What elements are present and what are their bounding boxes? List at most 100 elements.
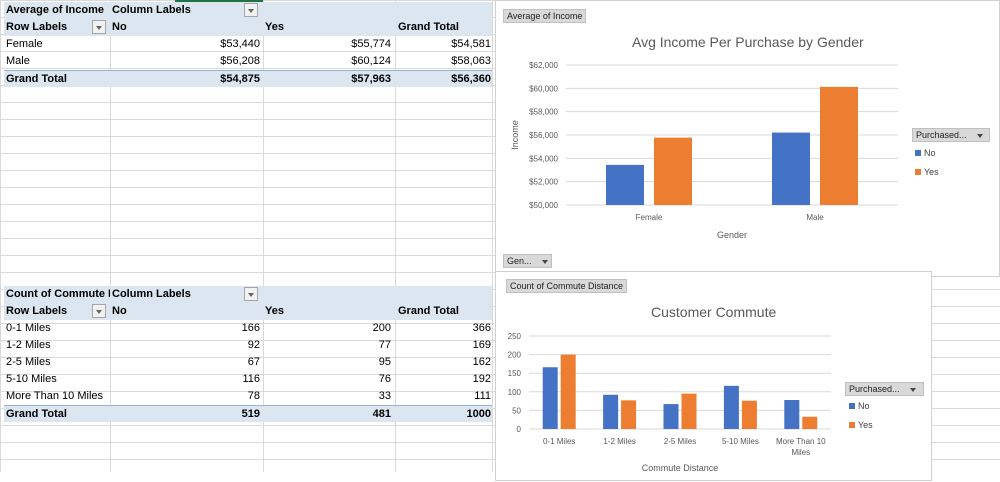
- column-divider: [110, 0, 111, 472]
- cell[interactable]: 1000: [466, 408, 491, 420]
- column-header: Yes: [265, 305, 284, 317]
- x-axis-title: Gender: [717, 230, 747, 240]
- cell[interactable]: 162: [472, 356, 491, 368]
- column-filter-dropdown[interactable]: [244, 3, 258, 17]
- row-label[interactable]: More Than 10 Miles: [6, 390, 104, 402]
- legend-filter-button[interactable]: Purchased...: [912, 128, 990, 142]
- column-divider: [492, 0, 493, 472]
- axis-field-button[interactable]: Gen...: [503, 254, 552, 268]
- chart-title[interactable]: Avg Income Per Purchase by Gender: [632, 34, 864, 50]
- cell[interactable]: 166: [241, 322, 260, 334]
- x-tick-label: More Than 10 Miles: [776, 437, 826, 457]
- table-row: Male $56,208 $60,124 $58,063: [4, 53, 492, 70]
- chevron-down-icon: [909, 387, 916, 392]
- y-axis-title: Income: [510, 120, 520, 150]
- column-labels-header[interactable]: Column Labels: [112, 4, 191, 16]
- cell[interactable]: 111: [474, 390, 491, 402]
- row-label[interactable]: 5-10 Miles: [6, 373, 57, 385]
- y-tick-label: 50: [512, 406, 521, 415]
- cell[interactable]: 33: [378, 390, 391, 402]
- value-field-button[interactable]: Average of Income: [503, 9, 587, 23]
- y-tick-label: $58,000: [529, 108, 558, 117]
- pivot-value-field[interactable]: Count of Commute Distance: [6, 288, 110, 300]
- cell[interactable]: 200: [372, 322, 391, 334]
- cell[interactable]: 95: [378, 356, 391, 368]
- cell[interactable]: $60,124: [351, 55, 391, 67]
- cell[interactable]: $58,063: [451, 55, 491, 67]
- table-row: More Than 10 Miles 78 33 111: [4, 388, 492, 405]
- row-label[interactable]: 0-1 Miles: [6, 322, 51, 334]
- x-tick-label: 2-5 Miles: [664, 437, 696, 446]
- cell[interactable]: 519: [241, 408, 260, 420]
- cell[interactable]: $57,963: [351, 73, 391, 85]
- row-label[interactable]: Grand Total: [6, 73, 67, 85]
- row-sort-dropdown[interactable]: [92, 304, 106, 318]
- table-row: 5-10 Miles 116 76 192: [4, 371, 492, 388]
- cell[interactable]: $54,581: [451, 38, 491, 50]
- legend-title: Purchased...: [849, 384, 900, 394]
- value-field-button[interactable]: Count of Commute Distance: [506, 279, 628, 293]
- y-tick-label: $56,000: [529, 131, 558, 140]
- cell[interactable]: 67: [247, 356, 260, 368]
- cell[interactable]: 481: [372, 408, 391, 420]
- pivot-columns-row: Row Labels No Yes Grand Total: [4, 303, 492, 320]
- legend-swatch: [915, 150, 921, 156]
- legend-swatch: [849, 422, 855, 428]
- cell[interactable]: 192: [472, 373, 491, 385]
- income-chart[interactable]: Average of Income Avg Income Per Purchas…: [495, 0, 1000, 277]
- bar-no: [784, 399, 800, 429]
- legend-swatch: [849, 403, 855, 409]
- y-tick-label: 250: [508, 332, 522, 341]
- row-label[interactable]: Grand Total: [6, 408, 67, 420]
- row-labels-header[interactable]: Row Labels: [6, 305, 68, 317]
- cell[interactable]: 78: [247, 390, 260, 402]
- cell[interactable]: $56,360: [451, 73, 491, 85]
- cell[interactable]: $55,774: [351, 38, 391, 50]
- row-filter-dropdown[interactable]: [92, 20, 106, 34]
- column-labels-header[interactable]: Column Labels: [112, 288, 191, 300]
- row-label[interactable]: 1-2 Miles: [6, 339, 51, 351]
- chart-plot: 0 50 100 150 200 250 0-1 Miles 1-2 Miles 2-5 Mil…: [508, 332, 831, 473]
- legend-item-yes: Yes: [849, 420, 873, 430]
- cell[interactable]: $53,440: [220, 38, 260, 50]
- bar-yes: [741, 400, 757, 429]
- pivot-value-field[interactable]: Average of Income: [6, 4, 105, 16]
- cell[interactable]: 169: [472, 339, 491, 351]
- y-tick-label: 200: [508, 351, 522, 360]
- bar-no: [723, 385, 739, 429]
- selected-cell-indicator: [175, 0, 263, 2]
- bar-no: [772, 132, 810, 205]
- y-tick-label: 150: [508, 369, 522, 378]
- cell[interactable]: 76: [378, 373, 391, 385]
- bar-yes: [560, 354, 576, 429]
- column-filter-dropdown[interactable]: [244, 287, 258, 301]
- bar-no: [542, 367, 558, 429]
- cell[interactable]: $56,208: [220, 55, 260, 67]
- row-label[interactable]: Female: [6, 38, 43, 50]
- column-header: No: [112, 305, 127, 317]
- legend-label: Yes: [924, 167, 939, 177]
- legend-item-no: No: [915, 148, 936, 158]
- y-tick-label: $60,000: [529, 84, 558, 93]
- cell[interactable]: 116: [242, 373, 260, 385]
- table-row: 1-2 Miles 92 77 169: [4, 337, 492, 354]
- chart-plot: $50,000 $52,000 $54,000 $56,000 $58,000 $60,0…: [510, 61, 898, 240]
- bar-no: [606, 164, 644, 205]
- cell[interactable]: 92: [247, 339, 260, 351]
- commute-chart[interactable]: Count of Commute Distance Customer Commu…: [495, 271, 932, 481]
- axis-field-label: Gen...: [507, 256, 532, 266]
- x-tick-label: Female: [636, 213, 663, 222]
- legend-item-yes: Yes: [915, 167, 939, 177]
- row-label[interactable]: 2-5 Miles: [6, 356, 51, 368]
- chart-title[interactable]: Customer Commute: [651, 304, 777, 320]
- chevron-down-icon: [541, 259, 548, 264]
- cell[interactable]: 366: [472, 322, 491, 334]
- cell[interactable]: $54,875: [220, 73, 260, 85]
- row-labels-header[interactable]: Row Labels: [6, 21, 68, 33]
- pivot-columns-row: Row Labels No Yes Grand Total: [4, 19, 492, 36]
- cell[interactable]: 77: [378, 339, 391, 351]
- legend-swatch: [915, 169, 921, 175]
- row-label[interactable]: Male: [6, 55, 30, 67]
- legend-filter-button[interactable]: Purchased...: [845, 382, 924, 396]
- grand-total-row: Grand Total $54,875 $57,963 $56,360: [4, 70, 492, 87]
